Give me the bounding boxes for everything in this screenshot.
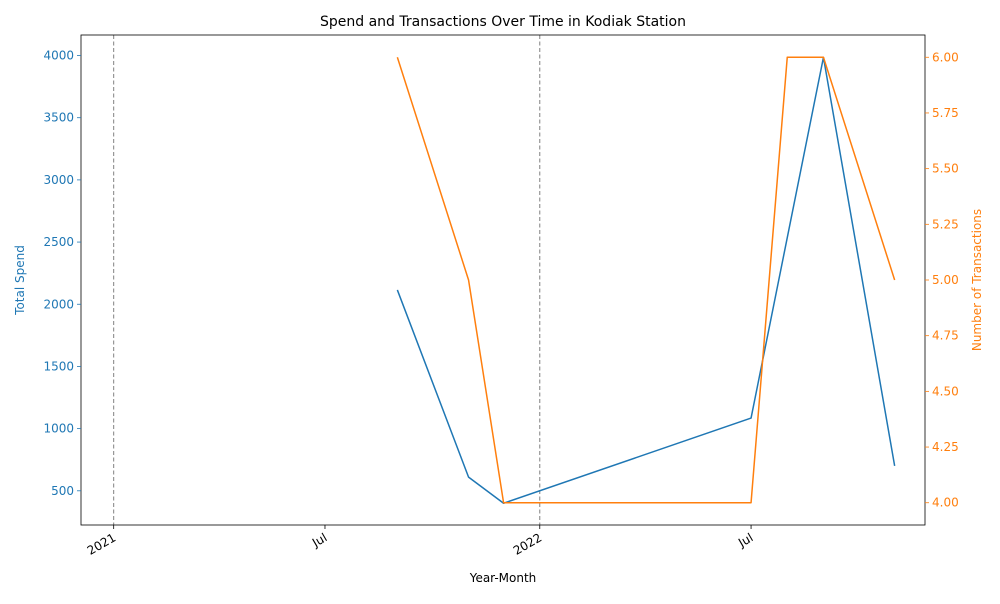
y-left-tick-label: 500 bbox=[51, 484, 74, 498]
y-left-tick-label: 2000 bbox=[43, 297, 74, 311]
chart-title: Spend and Transactions Over Time in Kodi… bbox=[320, 14, 686, 30]
y-right-tick-label: 4.25 bbox=[932, 440, 959, 454]
x-tick-label: Jul bbox=[735, 530, 755, 550]
x-tick-label: 2022 bbox=[511, 530, 544, 557]
series-line-transactions bbox=[396, 56, 896, 504]
y-left-tick-label: 1000 bbox=[43, 422, 74, 436]
y-right-tick-label: 4.50 bbox=[932, 384, 959, 398]
y-left-tick-label: 1500 bbox=[43, 359, 74, 373]
x-tick-label: Jul bbox=[309, 530, 329, 550]
y-right-tick-label: 5.75 bbox=[932, 106, 959, 120]
y-left-tick-label: 3000 bbox=[43, 173, 74, 187]
y-right-tick-label: 5.00 bbox=[932, 273, 959, 287]
y-right-tick-label: 5.50 bbox=[932, 162, 959, 176]
x-tick-label: 2021 bbox=[85, 530, 118, 557]
y-left-tick-label: 2500 bbox=[43, 235, 74, 249]
y-right-tick-label: 4.75 bbox=[932, 329, 959, 343]
y-right-tick-label: 4.00 bbox=[932, 496, 959, 510]
y-right-tick-label: 6.00 bbox=[932, 50, 959, 64]
y-axis-right-label: Number of Transactions bbox=[970, 209, 984, 351]
plot-frame bbox=[80, 34, 926, 526]
x-axis-label: Year-Month bbox=[469, 571, 537, 585]
y-left-tick-label: 3500 bbox=[43, 111, 74, 125]
y-axis-left-label: Total Spend bbox=[13, 245, 27, 316]
y-right-tick-label: 5.25 bbox=[932, 217, 959, 231]
y-left-tick-label: 4000 bbox=[43, 49, 74, 63]
series-line-total-spend bbox=[396, 56, 896, 504]
